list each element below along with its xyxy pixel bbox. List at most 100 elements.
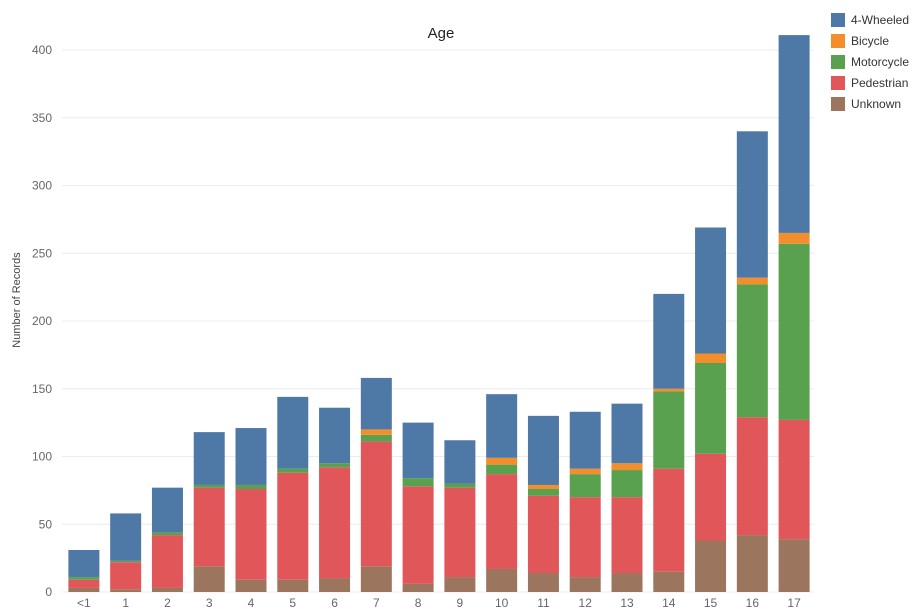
bar-segment-unknown[interactable] bbox=[402, 583, 434, 592]
y-tick-label: 350 bbox=[32, 111, 52, 125]
bar-segment-unknown[interactable] bbox=[653, 571, 685, 592]
legend-swatch bbox=[831, 34, 845, 48]
x-tick-label: 1 bbox=[122, 596, 129, 609]
bar-segment-4-wheeled[interactable] bbox=[319, 407, 351, 464]
bar-segment-motorcycle[interactable] bbox=[611, 470, 643, 498]
bar-segment-motorcycle[interactable] bbox=[527, 489, 559, 496]
bar-segment-4-wheeled[interactable] bbox=[611, 403, 643, 464]
bar-segment-pedestrian[interactable] bbox=[68, 579, 100, 588]
bar-segment-unknown[interactable] bbox=[444, 577, 476, 592]
bar-segment-4-wheeled[interactable] bbox=[695, 227, 727, 354]
bar-segment-motorcycle[interactable] bbox=[402, 478, 434, 487]
bar-segment-bicycle[interactable] bbox=[611, 463, 643, 471]
bar-segment-pedestrian[interactable] bbox=[193, 487, 225, 567]
bar-segment-bicycle[interactable] bbox=[527, 484, 559, 490]
bar-segment-4-wheeled[interactable] bbox=[402, 422, 434, 479]
bar-segment-bicycle[interactable] bbox=[778, 232, 810, 244]
bar-segment-4-wheeled[interactable] bbox=[444, 440, 476, 484]
y-tick-label: 250 bbox=[32, 246, 52, 260]
bar-segment-pedestrian[interactable] bbox=[444, 487, 476, 578]
bar-segment-4-wheeled[interactable] bbox=[193, 432, 225, 485]
bar-segment-motorcycle[interactable] bbox=[151, 532, 183, 536]
bar-segment-unknown[interactable] bbox=[527, 573, 559, 592]
x-axis: <1 1 2 3 4 5 6 7 8 9 10 11 12 13 14 15 16 17 bbox=[77, 596, 801, 609]
bar-segment-pedestrian[interactable] bbox=[569, 497, 601, 578]
bar-segment-bicycle[interactable] bbox=[695, 353, 727, 364]
bar-segment-pedestrian[interactable] bbox=[235, 489, 267, 580]
bar-segment-pedestrian[interactable] bbox=[527, 495, 559, 574]
bar-segment-pedestrian[interactable] bbox=[319, 467, 351, 579]
bar-segment-pedestrian[interactable] bbox=[151, 535, 183, 588]
legend-entry: Bicycle bbox=[851, 34, 889, 48]
bar-segment-4-wheeled[interactable] bbox=[360, 377, 392, 430]
bar-segment-pedestrian[interactable] bbox=[778, 419, 810, 540]
bar-segment-pedestrian[interactable] bbox=[486, 474, 518, 569]
bar-segment-pedestrian[interactable] bbox=[695, 453, 727, 541]
legend: 4-Wheeled Bicycle Motorcycle Pedestrian Unkn… bbox=[831, 13, 909, 111]
bar-segment-4-wheeled[interactable] bbox=[527, 415, 559, 485]
bar-segment-unknown[interactable] bbox=[736, 535, 768, 592]
bar-segment-motorcycle[interactable] bbox=[319, 463, 351, 468]
bar-segment-motorcycle[interactable] bbox=[235, 484, 267, 490]
legend-entry: Motorcycle bbox=[851, 55, 909, 69]
bar-segment-unknown[interactable] bbox=[68, 587, 100, 592]
bar-segment-bicycle[interactable] bbox=[736, 277, 768, 285]
y-tick-label: 0 bbox=[45, 585, 52, 599]
bar-segment-unknown[interactable] bbox=[193, 566, 225, 592]
x-tick-label: 16 bbox=[746, 596, 760, 609]
bar-segment-pedestrian[interactable] bbox=[653, 468, 685, 572]
bar-segment-unknown[interactable] bbox=[151, 587, 183, 592]
x-tick-label: <1 bbox=[77, 596, 91, 609]
bar-segment-unknown[interactable] bbox=[277, 579, 309, 592]
bar-segment-pedestrian[interactable] bbox=[110, 562, 142, 590]
bar-segment-4-wheeled[interactable] bbox=[235, 428, 267, 485]
bar-segment-4-wheeled[interactable] bbox=[151, 487, 183, 533]
bar-segment-4-wheeled[interactable] bbox=[277, 396, 309, 469]
bars bbox=[68, 35, 810, 592]
bar-segment-4-wheeled[interactable] bbox=[736, 131, 768, 278]
bar-segment-pedestrian[interactable] bbox=[360, 441, 392, 567]
bar-segment-bicycle[interactable] bbox=[569, 468, 601, 475]
bar-segment-pedestrian[interactable] bbox=[736, 417, 768, 536]
y-axis-title: Number of Records bbox=[11, 252, 23, 348]
bar-segment-bicycle[interactable] bbox=[360, 429, 392, 435]
bar-segment-motorcycle[interactable] bbox=[695, 363, 727, 454]
bar-segment-bicycle[interactable] bbox=[486, 457, 518, 465]
bar-segment-unknown[interactable] bbox=[778, 539, 810, 592]
bar-segment-unknown[interactable] bbox=[611, 573, 643, 592]
bar-segment-pedestrian[interactable] bbox=[611, 497, 643, 574]
bar-segment-motorcycle[interactable] bbox=[444, 483, 476, 488]
bar-segment-unknown[interactable] bbox=[569, 577, 601, 592]
x-tick-label: 15 bbox=[704, 596, 718, 609]
bar-segment-motorcycle[interactable] bbox=[736, 284, 768, 418]
bar-segment-bicycle[interactable] bbox=[653, 388, 685, 392]
bar-segment-motorcycle[interactable] bbox=[360, 434, 392, 442]
bar-segment-4-wheeled[interactable] bbox=[68, 549, 100, 578]
x-tick-label: 10 bbox=[495, 596, 509, 609]
bar-segment-unknown[interactable] bbox=[486, 568, 518, 592]
bar-segment-4-wheeled[interactable] bbox=[486, 394, 518, 458]
bar-segment-motorcycle[interactable] bbox=[569, 474, 601, 498]
bar-segment-4-wheeled[interactable] bbox=[778, 35, 810, 233]
bar-segment-motorcycle[interactable] bbox=[486, 464, 518, 475]
bar-segment-pedestrian[interactable] bbox=[277, 472, 309, 580]
x-tick-label: 13 bbox=[620, 596, 634, 609]
bar-segment-unknown[interactable] bbox=[360, 566, 392, 592]
bar-segment-motorcycle[interactable] bbox=[778, 243, 810, 420]
bar-segment-unknown[interactable] bbox=[110, 589, 142, 592]
bar-segment-motorcycle[interactable] bbox=[193, 484, 225, 488]
bar-segment-unknown[interactable] bbox=[319, 578, 351, 592]
legend-swatch bbox=[831, 55, 845, 69]
bar-segment-pedestrian[interactable] bbox=[402, 486, 434, 584]
bar-segment-4-wheeled[interactable] bbox=[110, 513, 142, 561]
bar-segment-motorcycle[interactable] bbox=[110, 560, 142, 563]
bar-segment-4-wheeled[interactable] bbox=[653, 293, 685, 389]
bar-segment-motorcycle[interactable] bbox=[68, 577, 100, 580]
bar-segment-4-wheeled[interactable] bbox=[569, 411, 601, 469]
bar-segment-unknown[interactable] bbox=[235, 579, 267, 592]
bar-segment-unknown[interactable] bbox=[695, 540, 727, 592]
bar-segment-motorcycle[interactable] bbox=[277, 468, 309, 473]
bar-segment-motorcycle[interactable] bbox=[653, 391, 685, 469]
legend-swatch bbox=[831, 13, 845, 27]
y-tick-label: 100 bbox=[32, 450, 52, 464]
